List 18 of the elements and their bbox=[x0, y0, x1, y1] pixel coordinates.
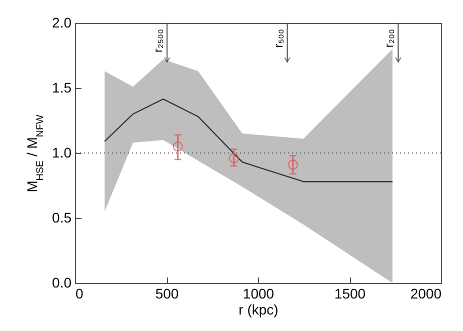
y-tick-label: 0.0 bbox=[52, 274, 72, 290]
x-axis-title: r (kpc) bbox=[238, 302, 278, 318]
x-tick-label: 1000 bbox=[242, 286, 274, 302]
x-tick-label: 500 bbox=[155, 286, 179, 302]
x-tick-label: 0 bbox=[76, 286, 84, 302]
y-tick-label: 1.0 bbox=[52, 144, 72, 160]
y-tick-label: 0.5 bbox=[52, 210, 72, 226]
line-series bbox=[104, 98, 394, 182]
ref-line-label: r₂₅₀₀ bbox=[151, 28, 166, 52]
point bbox=[288, 160, 298, 170]
y-tick-label: 2.0 bbox=[52, 14, 72, 30]
point bbox=[172, 141, 183, 152]
point bbox=[228, 153, 239, 164]
x-tick-label: 1500 bbox=[334, 286, 366, 302]
x-tick-label: 2000 bbox=[410, 286, 442, 302]
ref-line-label: r₂₀₀ bbox=[382, 28, 396, 48]
ref-line-label: r₅₀₀ bbox=[271, 28, 286, 48]
y-tick-label: 1.5 bbox=[52, 80, 72, 96]
